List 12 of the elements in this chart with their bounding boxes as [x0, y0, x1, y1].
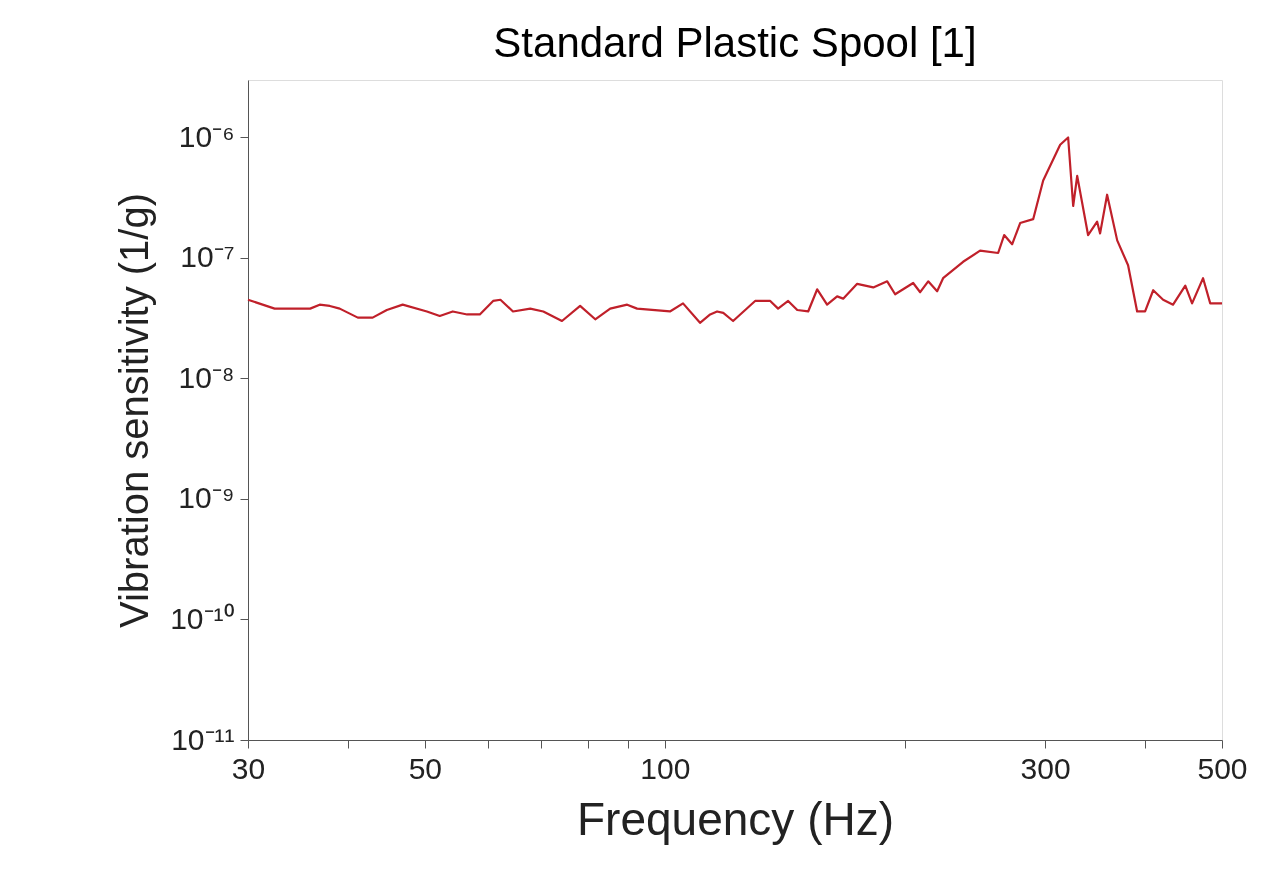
y-tick-label: 10⁻⁹ — [178, 481, 235, 515]
y-tick-label: 10⁻⁶ — [178, 119, 235, 153]
y-axis-title: Vibration sensitivity (1/g) — [112, 193, 157, 628]
x-axis-title: Frequency (Hz) — [577, 792, 894, 845]
x-tick-label: 100 — [640, 751, 691, 785]
y-tick-label: 10⁻¹⁰ — [170, 602, 235, 635]
y-tick-label: 10⁻⁷ — [180, 240, 235, 274]
y-tick-label: 10⁻⁸ — [178, 361, 235, 394]
x-tick-label: 500 — [1197, 751, 1248, 785]
x-tick-label: 50 — [408, 751, 443, 785]
x-tick-label: 300 — [1020, 751, 1071, 785]
chart-title: Standard Plastic Spool [1] — [493, 19, 977, 66]
